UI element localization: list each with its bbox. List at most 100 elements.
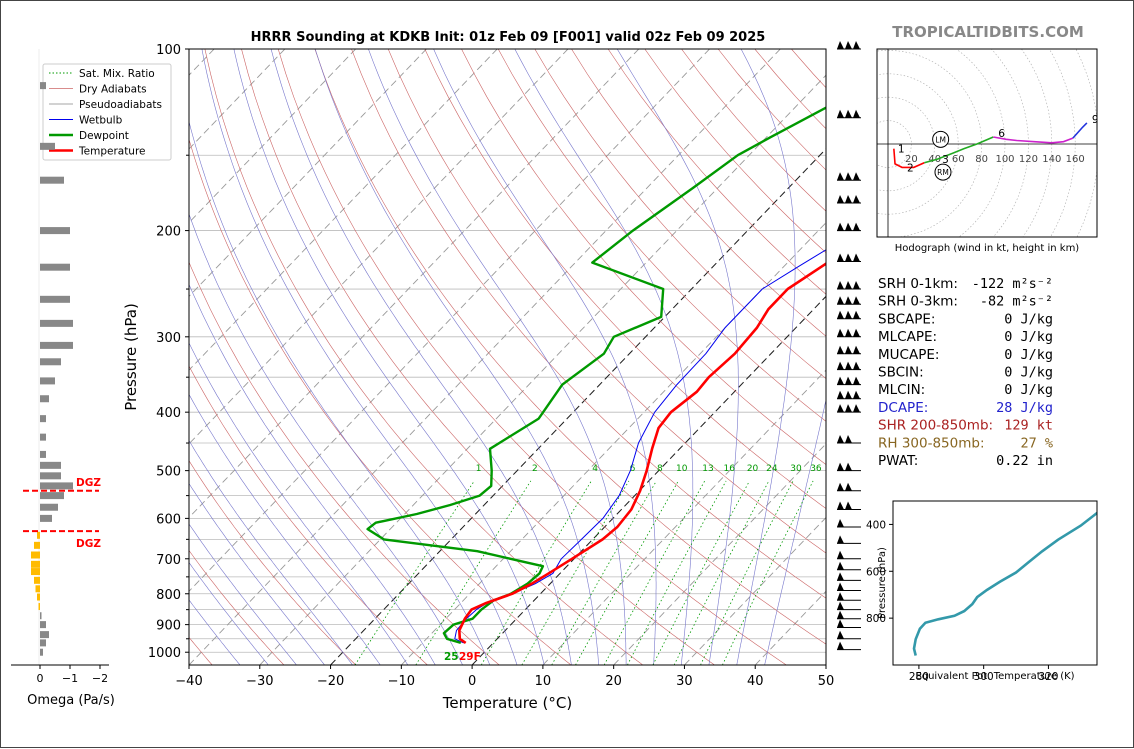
mixing-ratio-line bbox=[576, 481, 679, 665]
mixing-ratio-label: 4 bbox=[592, 464, 598, 474]
barb-flag bbox=[837, 562, 844, 570]
barb-flag bbox=[853, 346, 860, 354]
index-label: MUCAPE: bbox=[878, 347, 939, 363]
chart-title: HRRR Sounding at KDKB Init: 01z Feb 09 [… bbox=[251, 30, 766, 45]
zero-isotherm bbox=[472, 49, 1063, 665]
mixing-ratio-line bbox=[653, 481, 750, 665]
barb-flag bbox=[837, 346, 844, 354]
omega-bar bbox=[40, 264, 70, 271]
barb-flag bbox=[837, 582, 844, 590]
omega-bar bbox=[36, 585, 41, 592]
omega-tick-label: −1 bbox=[62, 672, 78, 685]
x-tick-label: −20 bbox=[317, 674, 344, 689]
mixing-ratio-line bbox=[355, 481, 474, 665]
moist-adiabat-line bbox=[174, 49, 490, 666]
dgz-label: DGZ bbox=[76, 538, 101, 550]
y-tick-label: 700 bbox=[156, 553, 181, 568]
x-tick-label: 40 bbox=[747, 674, 764, 689]
isotherm-line bbox=[189, 49, 780, 665]
mixing-ratio-label: 1 bbox=[476, 464, 482, 474]
barb-flag bbox=[845, 223, 852, 231]
barb-flag bbox=[853, 329, 860, 337]
y-tick-label: 500 bbox=[156, 465, 181, 480]
index-value: 0 J/kg bbox=[1004, 329, 1053, 345]
omega-bar bbox=[40, 504, 58, 511]
hodo-height-label: 6 bbox=[998, 128, 1005, 140]
omega-bar bbox=[40, 358, 61, 365]
barb-flag bbox=[845, 346, 852, 354]
mixing-ratio-label: 30 bbox=[790, 464, 802, 474]
barb-flag bbox=[845, 253, 852, 261]
barb-flag bbox=[845, 377, 852, 385]
hodo-caption: Hodograph (wind in kt, height in km) bbox=[895, 243, 1080, 254]
barb-flag bbox=[837, 377, 844, 385]
hodo-height-label: 1 bbox=[898, 144, 905, 156]
barb-flag bbox=[837, 110, 844, 118]
hodo-tick-label: 80 bbox=[975, 154, 988, 165]
legend-entry: Sat. Mix. Ratio bbox=[79, 68, 155, 80]
index-value: 28 J/kg bbox=[996, 400, 1053, 416]
y-axis-label: Pressure (hPa) bbox=[122, 303, 140, 411]
barb-flag bbox=[837, 253, 844, 261]
omega-bar bbox=[40, 649, 43, 656]
hodo-height-label: 2 bbox=[907, 162, 914, 174]
omega-bar bbox=[40, 342, 73, 349]
barb-flag bbox=[845, 296, 852, 304]
index-value: 0 J/kg bbox=[1004, 311, 1053, 327]
barb-flag bbox=[837, 611, 844, 619]
x-tick-label: 50 bbox=[818, 674, 835, 689]
y-tick-label: 1000 bbox=[148, 646, 181, 661]
theta-e-line bbox=[914, 508, 1104, 656]
barb-flag bbox=[837, 620, 844, 628]
barb-flag bbox=[837, 223, 844, 231]
barb-flag bbox=[837, 391, 844, 399]
mixing-ratio-line bbox=[701, 481, 794, 665]
index-label: PWAT: bbox=[878, 453, 918, 469]
mixing-ratio-label: 36 bbox=[810, 464, 822, 474]
barb-flag bbox=[845, 404, 852, 412]
barb-flag bbox=[837, 404, 844, 412]
omega-bar bbox=[40, 631, 49, 638]
legend-entry: Pseudoadiabats bbox=[79, 99, 162, 111]
barb-flag bbox=[853, 41, 860, 49]
omega-bar bbox=[40, 492, 64, 499]
te-x-axis-label: Equivalent Pot. Temperature (K) bbox=[915, 671, 1074, 682]
mixing-ratio-label: 10 bbox=[676, 464, 688, 474]
te-y-axis-label: Pressure (hPa) bbox=[877, 547, 888, 619]
index-value: 0 J/kg bbox=[1004, 365, 1053, 381]
barb-flag bbox=[845, 195, 852, 203]
omega-bar bbox=[31, 561, 40, 568]
x-axis-label: Temperature (°C) bbox=[442, 694, 572, 712]
dry-adiabat-line bbox=[315, 49, 858, 665]
y-tick-label: 600 bbox=[156, 512, 181, 527]
omega-bar bbox=[34, 542, 40, 549]
barb-flag bbox=[845, 41, 852, 49]
dry-adiabat-line bbox=[975, 49, 1134, 665]
barb-flag bbox=[837, 281, 844, 289]
y-tick-label: 100 bbox=[156, 43, 181, 58]
dry-adiabat-line bbox=[132, 49, 500, 665]
index-value: -82 m²s⁻² bbox=[980, 294, 1053, 310]
surface-dewpoint-label: 25 bbox=[444, 651, 459, 663]
omega-bar bbox=[40, 320, 73, 327]
barb-flag bbox=[853, 311, 860, 319]
hodo-storm-label: LM bbox=[935, 135, 946, 144]
index-label: MLCIN: bbox=[878, 382, 925, 398]
barb-flag bbox=[845, 362, 852, 370]
barb-flag bbox=[837, 329, 844, 337]
barb-flag bbox=[837, 296, 844, 304]
omega-bar bbox=[40, 296, 70, 303]
barb-flag bbox=[853, 195, 860, 203]
omega-bar bbox=[40, 612, 42, 619]
hodo-tick-label: 140 bbox=[1042, 154, 1061, 165]
y-tick-label: 900 bbox=[156, 619, 181, 634]
isotherm-line bbox=[118, 49, 709, 665]
barb-flag bbox=[853, 110, 860, 118]
mixing-ratio-label: 16 bbox=[724, 464, 736, 474]
barb-flag bbox=[853, 362, 860, 370]
mixing-ratio-line bbox=[522, 481, 629, 665]
index-label: SRH 0-1km: bbox=[878, 276, 958, 292]
index-value: -122 m²s⁻² bbox=[972, 276, 1053, 292]
barb-flag bbox=[837, 602, 844, 610]
